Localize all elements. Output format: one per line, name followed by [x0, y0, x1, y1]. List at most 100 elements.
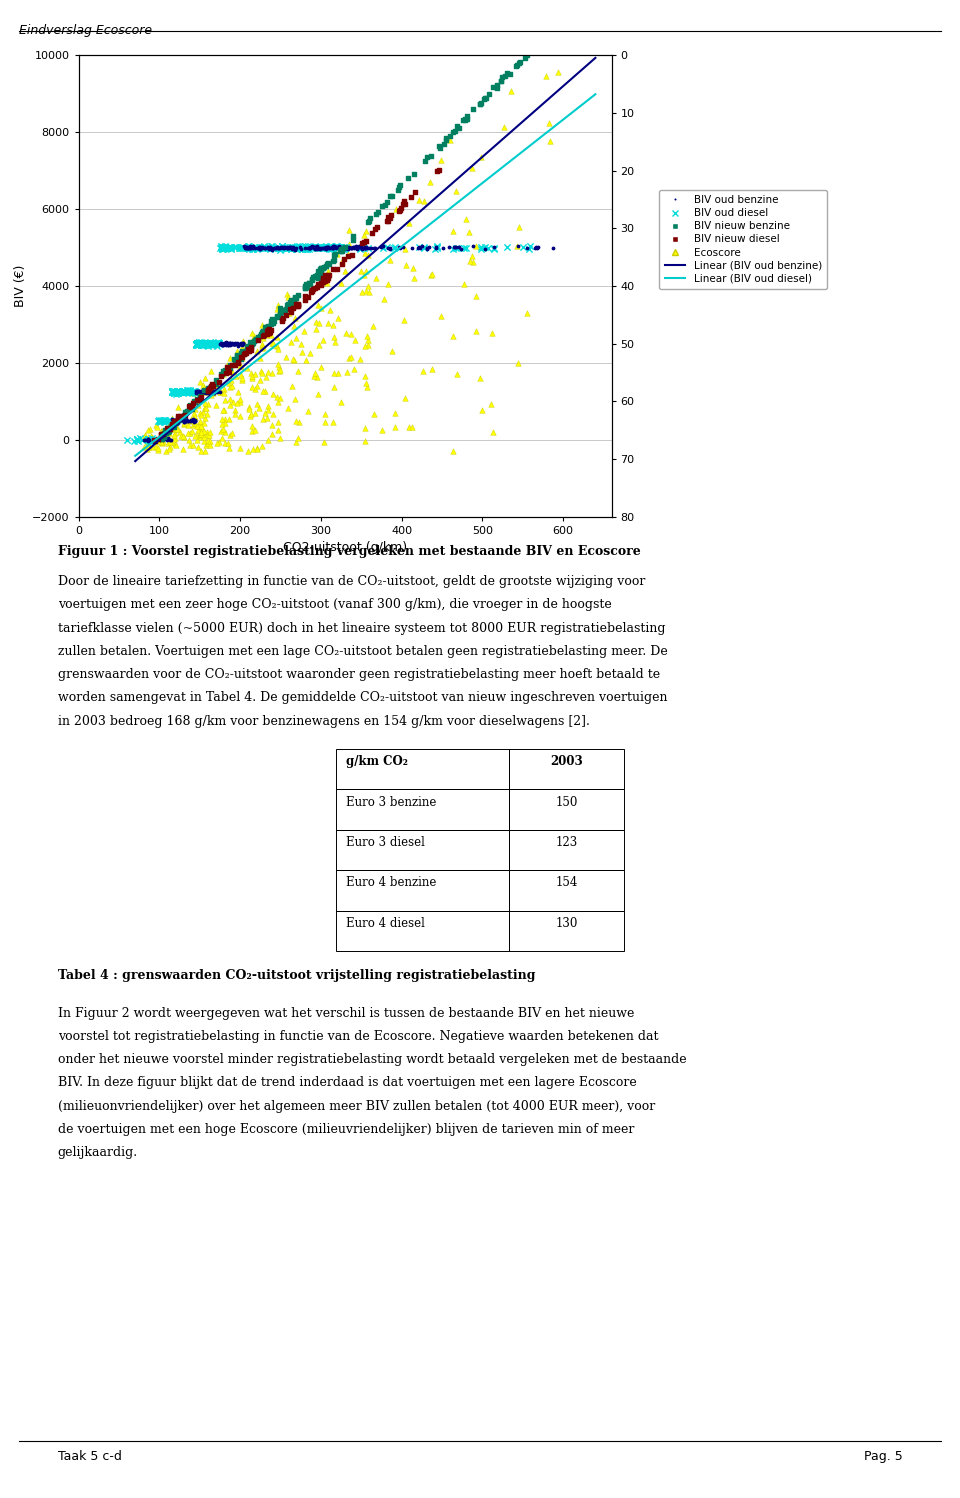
Point [346, 223, 361, 247]
Point [403, 186, 419, 210]
Point [200, 392, 215, 416]
Point [175, 380, 190, 404]
Point [196, 333, 211, 357]
Point [316, 270, 331, 294]
Point [205, 374, 221, 398]
Point [401, 211, 417, 235]
Point [219, 330, 234, 354]
Point [177, 380, 192, 404]
Point [169, 379, 184, 403]
Point [177, 403, 192, 427]
Point [287, 235, 302, 259]
Point [335, 237, 350, 261]
Point [312, 235, 327, 259]
Point [145, 427, 160, 451]
Point [221, 235, 236, 259]
Point [310, 267, 325, 291]
Point [206, 333, 222, 357]
Point [282, 235, 298, 259]
Point [194, 415, 209, 439]
Point [141, 427, 156, 451]
Point [265, 235, 280, 259]
Point [323, 237, 338, 261]
Point [174, 380, 189, 404]
Point [214, 235, 229, 259]
Point [223, 331, 238, 355]
Point [147, 428, 162, 452]
Point [468, 285, 484, 309]
Point [349, 235, 365, 259]
Point [465, 250, 480, 274]
Point [194, 422, 209, 446]
Point [202, 377, 217, 401]
Point [219, 331, 234, 355]
Point [182, 379, 198, 403]
Point [333, 235, 348, 259]
Text: grenswaarden voor de CO₂-uitstoot waaronder geen registratiebelasting meer hoeft: grenswaarden voor de CO₂-uitstoot waaron… [58, 668, 660, 682]
Point [341, 346, 356, 370]
Point [472, 91, 488, 115]
Text: Pag. 5: Pag. 5 [864, 1450, 902, 1464]
Point [286, 288, 301, 312]
Point [234, 237, 250, 261]
Point [473, 91, 489, 115]
Point [154, 409, 169, 433]
Point [354, 231, 370, 255]
Point [179, 406, 194, 430]
Point [383, 247, 398, 271]
Point [260, 237, 276, 261]
Point [154, 422, 169, 446]
Point [302, 235, 318, 259]
Point [218, 360, 233, 383]
Point [168, 379, 183, 403]
Point [304, 268, 320, 292]
Point [212, 380, 228, 404]
Point [205, 379, 221, 403]
Point [193, 403, 208, 427]
Point [196, 377, 211, 401]
Point [197, 430, 212, 454]
Point [244, 321, 259, 345]
Point [140, 418, 156, 442]
Point [206, 380, 222, 404]
Point [193, 379, 208, 403]
Point [309, 234, 324, 258]
Point [169, 409, 184, 433]
Point [208, 392, 224, 416]
Point [186, 410, 202, 434]
Point [145, 427, 160, 451]
Point [323, 298, 338, 322]
Point [313, 273, 328, 297]
Point [205, 380, 221, 404]
Point [318, 401, 333, 425]
Point [209, 372, 225, 395]
Point [196, 333, 211, 357]
Point [223, 333, 238, 357]
Point [358, 279, 373, 303]
Point [241, 334, 256, 358]
Point [284, 237, 300, 261]
Point [353, 235, 369, 259]
Point [209, 374, 225, 398]
Point [188, 380, 204, 404]
Point [233, 346, 249, 370]
Point [167, 421, 182, 445]
Point [187, 380, 203, 404]
Point [328, 235, 344, 259]
Point [421, 235, 437, 259]
Point [270, 235, 285, 259]
Point [235, 235, 251, 259]
Point [214, 412, 229, 436]
Point [186, 400, 202, 424]
Point [175, 407, 190, 431]
Point [339, 235, 354, 259]
Point [222, 237, 237, 261]
Point [370, 216, 385, 240]
Point [268, 237, 283, 261]
Point [346, 235, 361, 259]
Point [478, 87, 493, 111]
Point [244, 235, 259, 259]
Point [295, 235, 310, 259]
Point [183, 395, 199, 419]
Point [266, 331, 281, 355]
